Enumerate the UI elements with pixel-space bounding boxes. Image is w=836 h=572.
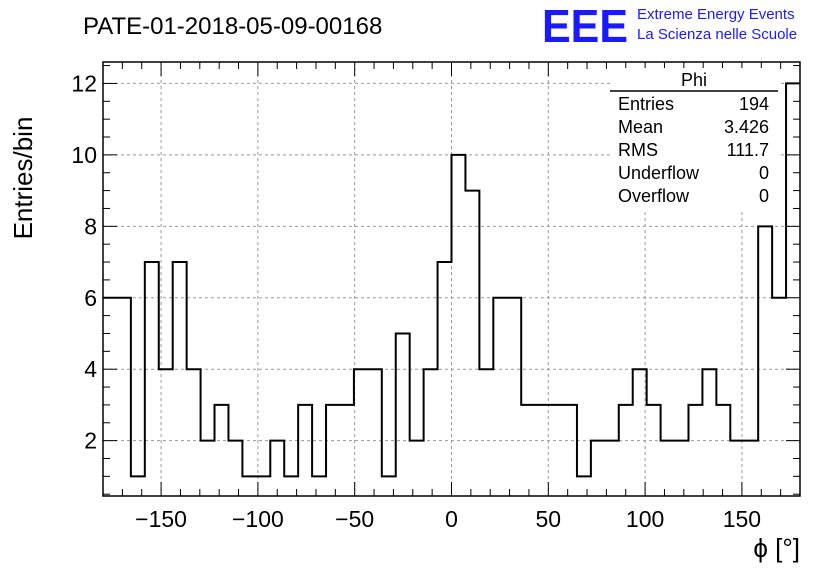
histogram-bin <box>228 441 242 496</box>
x-tick-label: −150 <box>135 506 187 532</box>
histogram-bin <box>465 191 479 496</box>
histogram-bin <box>410 441 424 496</box>
histogram-bin <box>159 369 173 496</box>
logo-subtitle-line2: La Scienza nelle Scuole <box>637 26 797 43</box>
histogram-bin <box>298 405 312 496</box>
x-tick-label: −50 <box>335 506 374 532</box>
histogram-bin <box>424 369 438 496</box>
histogram-bin <box>591 441 605 496</box>
run-title: PATE-01-2018-05-09-00168 <box>83 13 382 40</box>
histogram-bin <box>675 441 689 496</box>
histogram-bin <box>702 369 716 496</box>
histogram-bars <box>103 82 800 496</box>
stats-row-value: 0 <box>759 163 769 183</box>
stats-row-value: 111.7 <box>727 140 769 160</box>
histogram-bin <box>605 441 619 496</box>
histogram-bin <box>493 298 507 496</box>
histogram-bin <box>131 476 145 496</box>
x-tick-label: −100 <box>232 506 284 532</box>
histogram-bin <box>535 405 549 496</box>
axis-tick-labels: −150 −100 −50 0 50 100 150 2 4 6 8 10 12 <box>71 70 761 532</box>
stats-row-value: 3.426 <box>724 117 769 137</box>
histogram-bin <box>187 369 201 496</box>
histogram-bin <box>312 476 326 496</box>
histogram-bin <box>563 405 577 496</box>
y-tick-label: 2 <box>84 428 97 454</box>
histogram-bin <box>647 405 661 496</box>
histogram-bin <box>479 369 493 496</box>
histogram-bin <box>215 405 229 496</box>
y-tick-label: 8 <box>84 213 97 239</box>
histogram-bin <box>284 476 298 496</box>
stats-box: Phi Entries 194 Mean 3.426 RMS 111.7 Underflow… <box>610 68 778 210</box>
histogram-bin <box>786 83 800 496</box>
histogram-bin <box>688 405 702 496</box>
histogram-bin <box>521 405 535 496</box>
x-axis-label: ϕ [°] <box>753 533 800 563</box>
stats-row-label: RMS <box>618 140 658 160</box>
histogram-bin <box>145 262 159 496</box>
histogram-bin <box>452 155 466 496</box>
stats-row-value: 0 <box>759 186 769 206</box>
histogram-bin <box>117 298 131 496</box>
histogram-bin <box>549 405 563 496</box>
histogram-bin <box>256 476 270 496</box>
histogram-bin <box>368 369 382 496</box>
stats-title: Phi <box>681 70 707 90</box>
stats-row-label: Mean <box>618 117 663 137</box>
stats-row-label: Underflow <box>618 163 700 183</box>
stats-row-value: 194 <box>739 94 769 114</box>
stats-row-label: Overflow <box>618 186 690 206</box>
histogram-bin <box>577 476 591 496</box>
histogram-bin <box>270 441 284 496</box>
histogram-bin <box>340 405 354 496</box>
eee-logo: EEE <box>542 0 628 52</box>
x-tick-label: 0 <box>445 506 458 532</box>
histogram-bin <box>173 262 187 496</box>
histogram-bin <box>438 262 452 496</box>
histogram-bin <box>716 405 730 496</box>
y-tick-label: 10 <box>71 142 97 168</box>
histogram-bin <box>661 441 675 496</box>
histogram-bin <box>772 298 786 496</box>
histogram-bin <box>103 298 117 496</box>
histogram-bin <box>396 333 410 496</box>
histogram-bin <box>242 476 256 496</box>
histogram-bin <box>326 405 340 496</box>
histogram-outline <box>103 82 800 478</box>
histogram-bin <box>507 298 521 496</box>
x-tick-label: 100 <box>626 506 664 532</box>
y-tick-label: 6 <box>84 285 97 311</box>
histogram-bin <box>758 226 772 496</box>
histogram-bin <box>201 441 215 496</box>
axis-ticks <box>102 62 801 496</box>
y-axis-label: Entries/bin <box>8 117 38 240</box>
histogram-bin <box>619 405 633 496</box>
x-tick-label: 150 <box>723 506 761 532</box>
stats-row-label: Entries <box>618 94 674 114</box>
y-tick-label: 4 <box>84 356 97 382</box>
y-tick-label: 12 <box>71 70 97 96</box>
histogram-bin <box>744 441 758 496</box>
logo-subtitle-line1: Extreme Energy Events <box>637 6 795 23</box>
histogram-bin <box>633 369 647 496</box>
x-tick-label: 50 <box>536 506 562 532</box>
histogram-bin <box>354 369 368 496</box>
